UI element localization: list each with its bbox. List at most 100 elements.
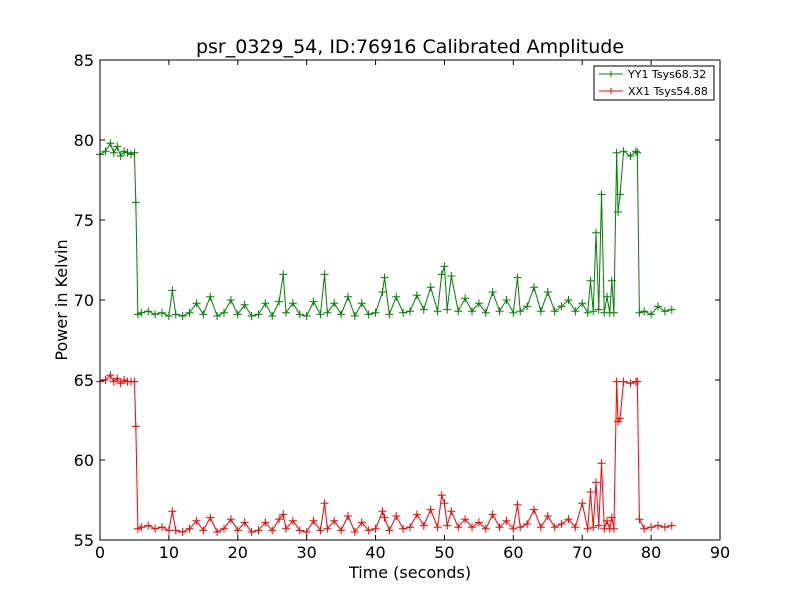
data-point <box>571 307 580 316</box>
data-point <box>609 524 618 533</box>
data-point <box>481 308 490 317</box>
data-point <box>597 190 606 199</box>
data-point <box>640 524 649 533</box>
data-point <box>323 308 332 317</box>
data-point <box>536 307 545 316</box>
data-point <box>447 272 456 280</box>
data-point <box>412 291 421 300</box>
x-tick-label: 20 <box>228 543 248 562</box>
data-point <box>633 377 642 386</box>
data-point <box>607 276 616 285</box>
chart-title: psr_0329_54, ID:76916 Calibrated Amplitu… <box>196 36 624 58</box>
data-point <box>426 283 435 292</box>
data-point <box>131 422 140 431</box>
data-point <box>133 524 142 533</box>
y-tick-label: 75 <box>74 211 94 230</box>
data-point <box>626 379 635 388</box>
data-point <box>523 520 532 528</box>
data-point <box>171 310 180 319</box>
data-point <box>302 312 311 320</box>
data-point <box>607 513 616 522</box>
x-tick-label: 90 <box>710 543 730 562</box>
data-point <box>589 307 598 316</box>
data-point <box>233 526 242 535</box>
data-point <box>106 139 115 148</box>
data-point <box>168 507 177 516</box>
data-point <box>330 516 339 525</box>
data-point <box>295 310 304 319</box>
data-point <box>603 516 612 525</box>
data-point <box>631 147 640 156</box>
data-point <box>474 299 483 308</box>
data-point <box>220 524 228 533</box>
data-point <box>488 510 497 519</box>
data-point <box>295 526 304 535</box>
data-point <box>543 512 552 520</box>
data-point <box>513 273 522 282</box>
ticks-layer: 0 10 20 30 40 50 60 70 80 90 55 60 65 70 75 80 85 <box>74 51 731 562</box>
data-point <box>609 308 618 317</box>
data-point <box>168 286 177 295</box>
data-point <box>626 152 635 160</box>
data-point <box>380 513 389 522</box>
legend-marker-yy1 <box>608 71 614 77</box>
data-point <box>461 294 470 303</box>
data-point <box>109 148 118 157</box>
data-point <box>635 308 644 317</box>
data-point <box>247 528 256 536</box>
y-tick-label: 70 <box>74 291 94 310</box>
data-point <box>557 302 566 311</box>
data-point <box>282 308 290 317</box>
y-axis-title: Power in Kelvin <box>52 239 71 360</box>
data-point <box>116 152 125 160</box>
data-point <box>106 371 115 380</box>
data-point <box>279 270 288 279</box>
data-point <box>320 499 329 508</box>
data-point <box>667 521 676 530</box>
data-point <box>550 523 559 532</box>
data-point <box>113 374 122 383</box>
data-point <box>137 308 146 317</box>
data-point <box>350 312 359 320</box>
data-point <box>594 521 603 530</box>
data-point <box>380 273 389 282</box>
data-point <box>226 296 235 304</box>
data-point <box>385 310 394 319</box>
data-point <box>302 528 311 536</box>
data-point <box>144 307 153 316</box>
data-point <box>123 148 132 157</box>
data-point <box>433 307 442 316</box>
data-point <box>530 505 538 514</box>
data-point <box>468 307 476 316</box>
x-tick-label: 10 <box>159 543 179 562</box>
data-point <box>233 310 242 319</box>
data-point <box>502 296 511 304</box>
data-point <box>178 312 187 320</box>
data-point <box>647 523 656 532</box>
data-point <box>113 142 122 151</box>
data-point <box>616 190 625 199</box>
data-point <box>133 310 142 319</box>
y-tick-label: 85 <box>74 51 94 70</box>
y-tick-label: 65 <box>74 371 94 390</box>
data-point <box>557 520 566 528</box>
data-point <box>578 499 587 508</box>
data-point <box>357 518 366 527</box>
data-point <box>603 292 612 301</box>
x-tick-label: 80 <box>641 543 661 562</box>
data-point <box>240 518 249 527</box>
data-point <box>357 299 366 308</box>
data-point <box>279 510 288 519</box>
data-point <box>406 523 414 532</box>
data-point <box>261 299 270 308</box>
data-point <box>509 524 518 533</box>
data-point <box>513 500 522 509</box>
series-line-1 <box>99 374 672 534</box>
data-point <box>254 310 263 319</box>
data-point <box>330 299 339 308</box>
data-point <box>378 507 387 516</box>
data-point <box>543 288 552 296</box>
data-point <box>589 523 598 532</box>
data-point <box>454 523 463 532</box>
data-point <box>536 523 545 532</box>
